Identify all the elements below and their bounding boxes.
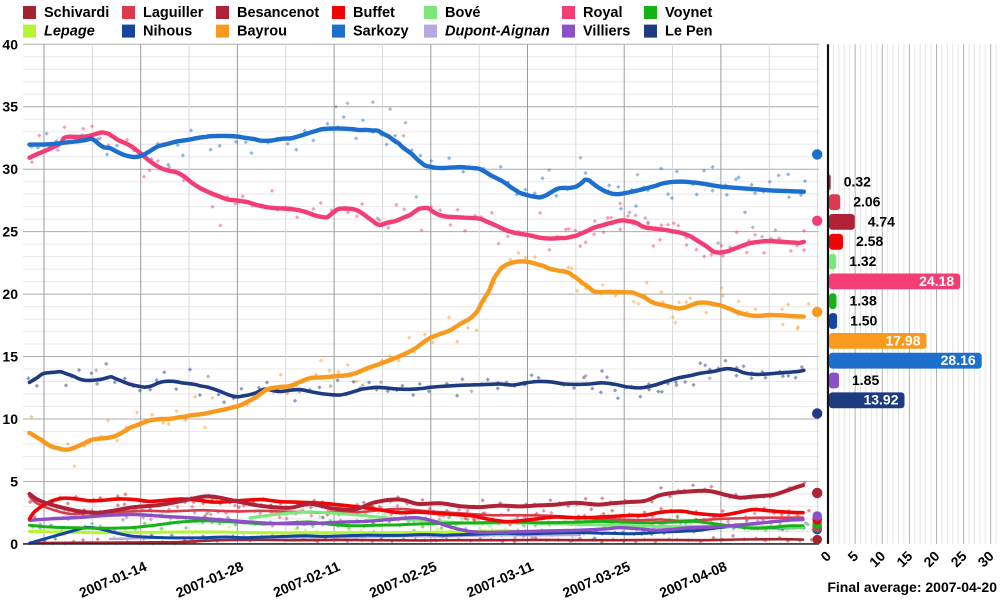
svg-text:Dupont-Aignan: Dupont-Aignan [445,24,550,40]
svg-text:Laguiller: Laguiller [143,5,204,21]
svg-text:17.98: 17.98 [885,332,920,348]
svg-text:2.06: 2.06 [853,194,880,210]
svg-text:35: 35 [2,99,18,115]
svg-text:Nihous: Nihous [143,24,192,40]
svg-text:4.74: 4.74 [868,213,895,229]
svg-text:Le Pen: Le Pen [665,24,713,40]
svg-text:13.92: 13.92 [863,392,898,408]
svg-text:24.18: 24.18 [919,273,954,289]
svg-text:30: 30 [2,161,18,177]
svg-text:1.50: 1.50 [850,312,877,328]
svg-text:28.16: 28.16 [941,352,976,368]
svg-text:Final average: 2007-04-20: Final average: 2007-04-20 [827,579,997,595]
svg-text:1.38: 1.38 [850,293,877,309]
svg-text:Schivardi: Schivardi [44,5,109,21]
svg-text:Buffet: Buffet [353,5,395,21]
svg-text:Voynet: Voynet [665,5,712,21]
svg-text:Besancenot: Besancenot [237,5,319,21]
svg-text:Royal: Royal [583,5,623,21]
svg-text:25: 25 [2,224,18,240]
svg-text:Sarkozy: Sarkozy [353,24,409,40]
svg-text:15: 15 [2,349,18,365]
svg-text:0: 0 [10,536,18,552]
svg-text:Bayrou: Bayrou [237,24,287,40]
svg-text:40: 40 [2,36,18,52]
svg-text:Villiers: Villiers [583,24,630,40]
svg-text:20: 20 [2,286,18,302]
svg-text:2.58: 2.58 [856,233,883,249]
svg-text:1.32: 1.32 [849,253,876,269]
svg-text:1.85: 1.85 [852,372,879,388]
svg-text:0.32: 0.32 [844,174,871,190]
svg-text:Lepage: Lepage [44,24,95,40]
svg-text:5: 5 [10,473,18,489]
svg-text:Bové: Bové [445,5,480,21]
svg-text:10: 10 [2,411,18,427]
